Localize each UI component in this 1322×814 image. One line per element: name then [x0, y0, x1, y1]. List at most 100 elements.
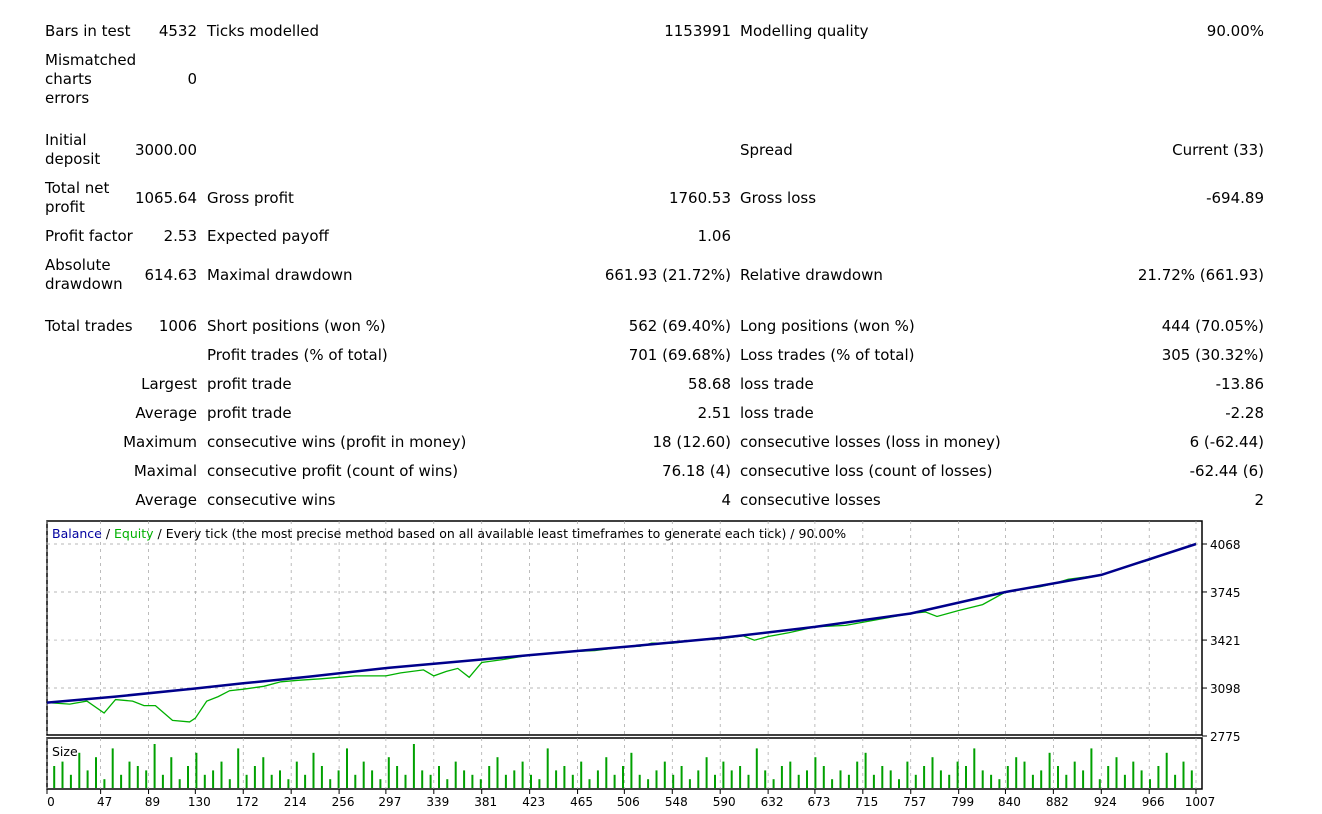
- chart-title-equity: Equity: [114, 526, 154, 541]
- short-positions-value: 562 (69.40%): [628, 317, 731, 335]
- size-label: Size: [52, 744, 78, 759]
- x-tick-label: 590: [713, 795, 736, 809]
- short-positions-label: Short positions (won %): [207, 317, 386, 335]
- size-bars: [53, 744, 1193, 788]
- relative-drawdown-label: Relative drawdown: [740, 266, 883, 284]
- x-tick-label: 924: [1094, 795, 1117, 809]
- average-consecutive-wins-value: 4: [721, 491, 731, 509]
- report-summary: Bars in test 4532 Ticks modelled 1153991…: [45, 22, 1264, 509]
- expected-payoff-label: Expected payoff: [207, 227, 329, 245]
- chart-title-balance: Balance: [52, 526, 102, 541]
- long-positions-value: 444 (70.05%): [1161, 317, 1264, 335]
- x-tick-label: 506: [617, 795, 640, 809]
- x-tick-label: 89: [145, 795, 160, 809]
- x-axis-ticks: 0 47 89 130 172 214 256 297 339 381 423 465 506 548 59…: [46, 789, 1216, 809]
- balance-equity-chart: Balance / Equity / Every tick (the most …: [0, 518, 1322, 810]
- gross-loss-label: Gross loss: [740, 189, 817, 207]
- x-tick-label: 548: [665, 795, 688, 809]
- largest-prefix: Largest: [141, 375, 197, 393]
- x-tick-label: 673: [807, 795, 830, 809]
- y-axis-ticks: 4068 3745 3421 3098 2775: [1202, 538, 1241, 744]
- average-profit-label: profit trade: [207, 404, 292, 422]
- x-tick-label: 840: [998, 795, 1021, 809]
- bars-in-test-label: Bars in test: [45, 22, 131, 40]
- maximal-loss-value: -62.44 (6): [1189, 462, 1264, 480]
- maximal-loss-label: consecutive loss (count of losses): [740, 462, 993, 480]
- total-trades-label: Total trades: [45, 317, 133, 335]
- x-tick-label: 339: [426, 795, 449, 809]
- chart-svg: Balance / Equity / Every tick (the most …: [46, 520, 1241, 809]
- x-tick-label: 966: [1142, 795, 1165, 809]
- bars-in-test-value: 4532: [158, 22, 197, 40]
- x-tick-label: 256: [332, 795, 355, 809]
- mismatched-errors-label: Mismatched charts errors: [45, 51, 137, 107]
- x-tick-label: 465: [570, 795, 593, 809]
- total-net-profit-value: 1065.64: [134, 189, 197, 207]
- profit-trades-value: 701 (69.68%): [628, 346, 731, 364]
- ticks-modelled-value: 1153991: [664, 22, 731, 40]
- x-tick-label: 47: [97, 795, 112, 809]
- mismatched-errors-value: 0: [187, 70, 197, 88]
- initial-deposit-value: 3000.00: [134, 141, 197, 159]
- y-tick-label: 3745: [1210, 586, 1241, 600]
- y-tick-label: 4068: [1210, 538, 1241, 552]
- chart-grid: [46, 521, 1202, 789]
- x-tick-label: 214: [284, 795, 307, 809]
- spread-label: Spread: [740, 141, 793, 159]
- chart-title: Balance / Equity / Every tick (the most …: [52, 526, 846, 541]
- absolute-drawdown-label: Absolute drawdown: [45, 256, 123, 293]
- x-tick-label: 423: [522, 795, 545, 809]
- profit-trades-label: Profit trades (% of total): [207, 346, 388, 364]
- expected-payoff-value: 1.06: [697, 227, 731, 245]
- gross-profit-label: Gross profit: [207, 189, 294, 207]
- x-tick-label: 1007: [1185, 795, 1216, 809]
- loss-trades-value: 305 (30.32%): [1161, 346, 1264, 364]
- long-positions-label: Long positions (won %): [740, 317, 915, 335]
- y-tick-label: 3098: [1210, 682, 1241, 696]
- modelling-quality-label: Modelling quality: [740, 22, 869, 40]
- maximal-prefix: Maximal: [133, 462, 197, 480]
- x-tick-label: 0: [47, 795, 55, 809]
- largest-loss-value: -13.86: [1215, 375, 1264, 393]
- largest-profit-value: 58.68: [688, 375, 731, 393]
- average-loss-label: loss trade: [740, 404, 814, 422]
- maximum-profit-label: consecutive wins (profit in money): [207, 433, 467, 451]
- initial-deposit-label: Initial deposit: [45, 131, 101, 168]
- maximum-loss-value: 6 (-62.44): [1189, 433, 1264, 451]
- maximal-profit-label: consecutive profit (count of wins): [207, 462, 459, 480]
- maximum-profit-value: 18 (12.60): [652, 433, 731, 451]
- maximum-loss-label: consecutive losses (loss in money): [740, 433, 1001, 451]
- ticks-modelled-label: Ticks modelled: [207, 22, 320, 40]
- maximal-drawdown-value: 661.93 (21.72%): [604, 266, 731, 284]
- modelling-quality-value: 90.00%: [1206, 22, 1264, 40]
- gross-profit-value: 1760.53: [668, 189, 731, 207]
- absolute-drawdown-value: 614.63: [144, 266, 198, 284]
- total-trades-value: 1006: [158, 317, 197, 335]
- x-tick-label: 172: [236, 795, 259, 809]
- balance-series-line: [46, 542, 1197, 704]
- average-consecutive-losses-label: consecutive losses: [740, 491, 881, 509]
- gross-loss-value: -694.89: [1206, 189, 1264, 207]
- largest-profit-label: profit trade: [207, 375, 292, 393]
- average-profit-value: 2.51: [697, 404, 731, 422]
- x-tick-label: 757: [903, 795, 926, 809]
- chart-title-rest: / Every tick (the most precise method ba…: [154, 526, 847, 541]
- spread-value: Current (33): [1172, 141, 1264, 159]
- x-tick-label: 799: [951, 795, 974, 809]
- x-tick-label: 381: [474, 795, 497, 809]
- average-consecutive-prefix: Average: [135, 491, 197, 509]
- maximum-prefix: Maximum: [123, 433, 197, 451]
- profit-factor-label: Profit factor: [45, 227, 133, 245]
- maximal-drawdown-label: Maximal drawdown: [207, 266, 353, 284]
- profit-factor-value: 2.53: [163, 227, 197, 245]
- average-consecutive-losses-value: 2: [1254, 491, 1264, 509]
- maximal-profit-value: 76.18 (4): [662, 462, 731, 480]
- total-net-profit-label: Total net profit: [45, 179, 110, 216]
- x-tick-label: 882: [1046, 795, 1069, 809]
- x-tick-label: 632: [761, 795, 784, 809]
- average-prefix: Average: [135, 404, 197, 422]
- x-tick-label: 715: [855, 795, 878, 809]
- relative-drawdown-value: 21.72% (661.93): [1137, 266, 1264, 284]
- x-tick-label: 130: [188, 795, 211, 809]
- average-loss-value: -2.28: [1225, 404, 1264, 422]
